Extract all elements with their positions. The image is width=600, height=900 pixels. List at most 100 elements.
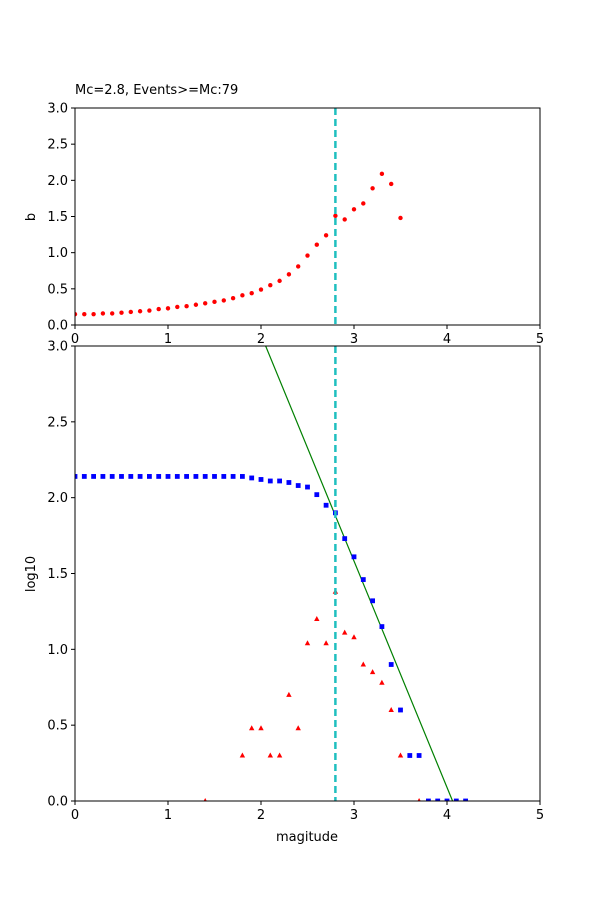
bottom-series-0-point (342, 536, 348, 542)
top-series-0-point (119, 310, 124, 315)
bottom-x-tick-label: 3 (350, 808, 358, 823)
bottom-series-0-point (147, 474, 152, 479)
bottom-series-0-point (407, 753, 413, 758)
bottom-series-0-point (174, 474, 180, 479)
top-series-0-point (286, 272, 292, 277)
top-series-0-point (333, 213, 338, 218)
bottom-series-0-point (267, 478, 273, 484)
bottom-series-1-point (239, 752, 246, 758)
bottom-series-0-point (453, 798, 459, 801)
bottom-series-0-point (137, 474, 143, 479)
bottom-series-0-point (305, 484, 310, 490)
bottom-series-0-point (379, 624, 385, 629)
top-series-0-point (389, 181, 394, 187)
top-series-0-point (203, 301, 208, 306)
top-y-tick-label: 0.0 (47, 319, 68, 334)
top-y-tick-label: 2.5 (47, 138, 68, 153)
bottom-series-0-point (184, 474, 189, 479)
bottom-series-1-point (342, 629, 348, 635)
bottom-series-0-point (416, 753, 422, 758)
bottom-series-1-point (267, 752, 273, 758)
bottom-series-0-point (388, 662, 394, 667)
top-x-tick-label: 1 (164, 332, 172, 347)
bottom-y-tick-label: 3.0 (47, 340, 68, 355)
top-series-0-point (296, 264, 301, 269)
bottom-series-0-point (128, 474, 134, 479)
bottom-series-1-point (295, 725, 301, 731)
bottom-series-0-point (81, 474, 87, 479)
bottom-x-tick-label: 5 (536, 808, 544, 823)
bottom-series-0-point (351, 554, 357, 560)
top-series-0-point (212, 299, 217, 305)
bottom-y-tick-label: 1.0 (47, 643, 68, 658)
top-x-tick-label: 4 (443, 332, 451, 347)
top-y-axis-label: b (24, 213, 39, 221)
top-series-0-point (75, 311, 78, 317)
bottom-plot-area: 0 1 2 3 4 5 0.0 0.5 1.0 1.5 2.0 2.5 3.0 (47, 340, 544, 824)
bottom-series-0-point (75, 474, 78, 479)
bottom-series-0-point (240, 474, 245, 479)
bottom-series-0-point (295, 483, 301, 488)
bottom-series-0-point (435, 798, 441, 801)
bottom-x-tick-label: 0 (71, 808, 79, 823)
bottom-series-0-point (258, 477, 264, 482)
bottom-plot-content (75, 346, 468, 801)
top-x-tick-label: 0 (71, 332, 79, 347)
bottom-series-0-point (109, 474, 115, 479)
top-series-0-point (379, 171, 385, 177)
top-axes-frame (74, 107, 541, 326)
top-chart-title: Mc=2.8, Events>=Mc:79 (75, 83, 238, 98)
bottom-series-1-point (369, 669, 376, 675)
top-y-tick-label: 1.5 (47, 210, 68, 225)
bottom-series-1-point (379, 679, 385, 685)
bottom-series-0-point (398, 707, 403, 713)
bottom-series-1-point (249, 725, 255, 731)
top-series-0-point (82, 311, 87, 317)
top-x-tick-label: 2 (257, 332, 265, 347)
bottom-series-1-point (360, 661, 366, 667)
top-series-0-point (314, 242, 319, 247)
top-series-0-point (240, 293, 245, 298)
bottom-series-1-point (397, 752, 404, 758)
top-plot-area: 0 1 2 3 4 5 0.0 0.5 1.0 1.5 2.0 2.5 3.0 (47, 102, 544, 348)
bottom-series-0-point (156, 474, 162, 479)
top-series-0-point (351, 207, 357, 212)
bottom-series-1-point (314, 616, 320, 621)
top-series-0-point (91, 311, 96, 317)
bottom-series-1-point (388, 707, 394, 712)
top-series-0-point (230, 296, 236, 301)
top-x-tick-label: 3 (350, 332, 358, 347)
bottom-series-0-point (426, 798, 431, 801)
bottom-x-tick-label: 1 (164, 808, 172, 823)
bottom-x-tick-label: 4 (443, 808, 451, 823)
bottom-series-0-point (277, 478, 282, 484)
bottom-x-tick-label: 2 (257, 808, 265, 823)
top-plot-content (75, 108, 403, 325)
top-series-0-point (137, 309, 143, 314)
bottom-series-0-point (286, 480, 292, 485)
top-series-0-point (156, 306, 161, 312)
bottom-series-1-point (323, 640, 329, 646)
top-y-tick-label: 2.0 (47, 174, 68, 189)
bottom-series-0-point (212, 474, 217, 479)
top-series-0-point (175, 304, 180, 310)
bottom-series-0-point (314, 492, 320, 498)
top-series-0-point (361, 201, 366, 206)
top-series-0-point (268, 283, 273, 288)
bottom-series-0-point (193, 474, 199, 479)
bottom-x-axis-label: magitude (276, 830, 338, 845)
bottom-y-tick-label: 0.0 (47, 795, 68, 810)
bottom-y-tick-label: 2.0 (47, 491, 68, 506)
bottom-y-tick-label: 0.5 (47, 719, 68, 734)
bottom-series-0-point (444, 798, 450, 801)
bottom-y-tick-label: 2.5 (47, 415, 68, 430)
top-series-0-point (221, 298, 226, 303)
top-series-0-point (128, 309, 133, 315)
top-series-0-point (165, 306, 171, 311)
bottom-series-0-point (249, 475, 255, 481)
top-series-0-point (184, 303, 189, 309)
top-x-tick-label: 5 (536, 332, 544, 347)
bottom-series-1-point (417, 798, 421, 801)
top-series-0-point (342, 217, 347, 222)
